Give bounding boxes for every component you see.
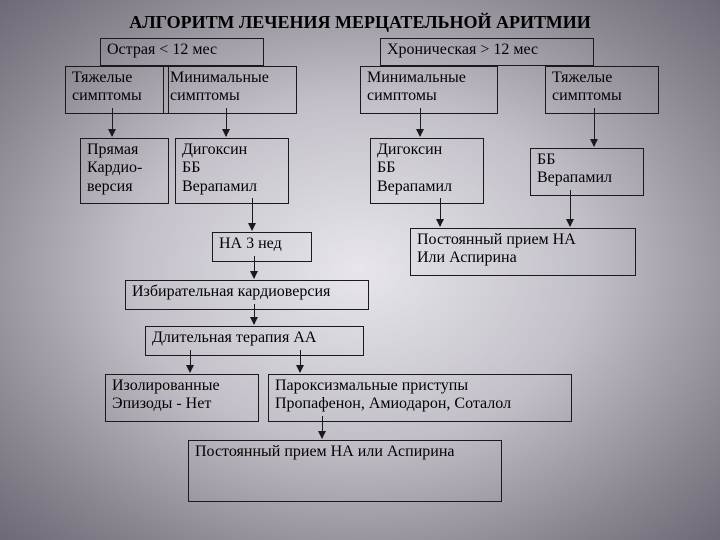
arrow-acute_minimal-to-digoxin_bb_1 — [226, 108, 227, 136]
node-ha_aspirin_2: Постоянный прием НА или Аспирина — [188, 440, 502, 502]
node-chronic_minimal: Минимальные симптомы — [360, 66, 498, 114]
node-paroxysmal: Пароксизмальные приступы Пропафенон, Ами… — [268, 374, 572, 422]
arrow-elective_cv-to-long_aa — [254, 304, 255, 324]
arrow-digoxin_bb_2-to-ha_aspirin_perm — [440, 198, 441, 226]
node-digoxin_bb_1: Дигоксин ББ Верапамил — [175, 138, 289, 204]
node-digoxin_bb_2: Дигоксин ББ Верапамил — [370, 138, 484, 204]
node-isolated_no: Изолированные Эпизоды - Нет — [105, 374, 259, 422]
node-cardioversion_direct: Прямая Кардио- версия — [80, 138, 169, 204]
node-acute: Острая < 12 мес — [100, 38, 264, 66]
node-elective_cv: Избирательная кардиоверсия — [125, 280, 369, 310]
arrow-long_aa-to-paroxysmal — [300, 350, 301, 372]
arrow-digoxin_bb_1-to-ha_3wk — [252, 198, 253, 230]
arrow-bb_verapamil-to-ha_aspirin_perm — [570, 190, 571, 226]
diagram-title: АЛГОРИТМ ЛЕЧЕНИЯ МЕРЦАТЕЛЬНОЙ АРИТМИИ — [0, 12, 720, 33]
node-bb_verapamil: ББ Верапамил — [530, 148, 644, 196]
node-ha_3wk: НА 3 нед — [212, 232, 312, 262]
arrow-chronic_severe-to-bb_verapamil — [594, 108, 595, 146]
node-chronic: Хроническая > 12 мес — [380, 38, 594, 66]
node-chronic_severe: Тяжелые симптомы — [545, 66, 659, 114]
node-acute_severe: Тяжелые симптомы — [65, 66, 169, 114]
arrow-long_aa-to-isolated_no — [190, 350, 191, 372]
arrow-acute_severe-to-cardioversion_direct — [112, 108, 113, 136]
arrow-chronic_minimal-to-digoxin_bb_2 — [420, 108, 421, 136]
arrow-ha_3wk-to-elective_cv — [254, 256, 255, 278]
node-long_aa: Длительная терапия АА — [145, 326, 364, 356]
node-acute_minimal: Минимальные симптомы — [163, 66, 297, 114]
node-ha_aspirin_perm: Постоянный прием НА Или Аспирина — [410, 228, 636, 276]
arrow-paroxysmal-to-ha_aspirin_2 — [322, 416, 323, 438]
